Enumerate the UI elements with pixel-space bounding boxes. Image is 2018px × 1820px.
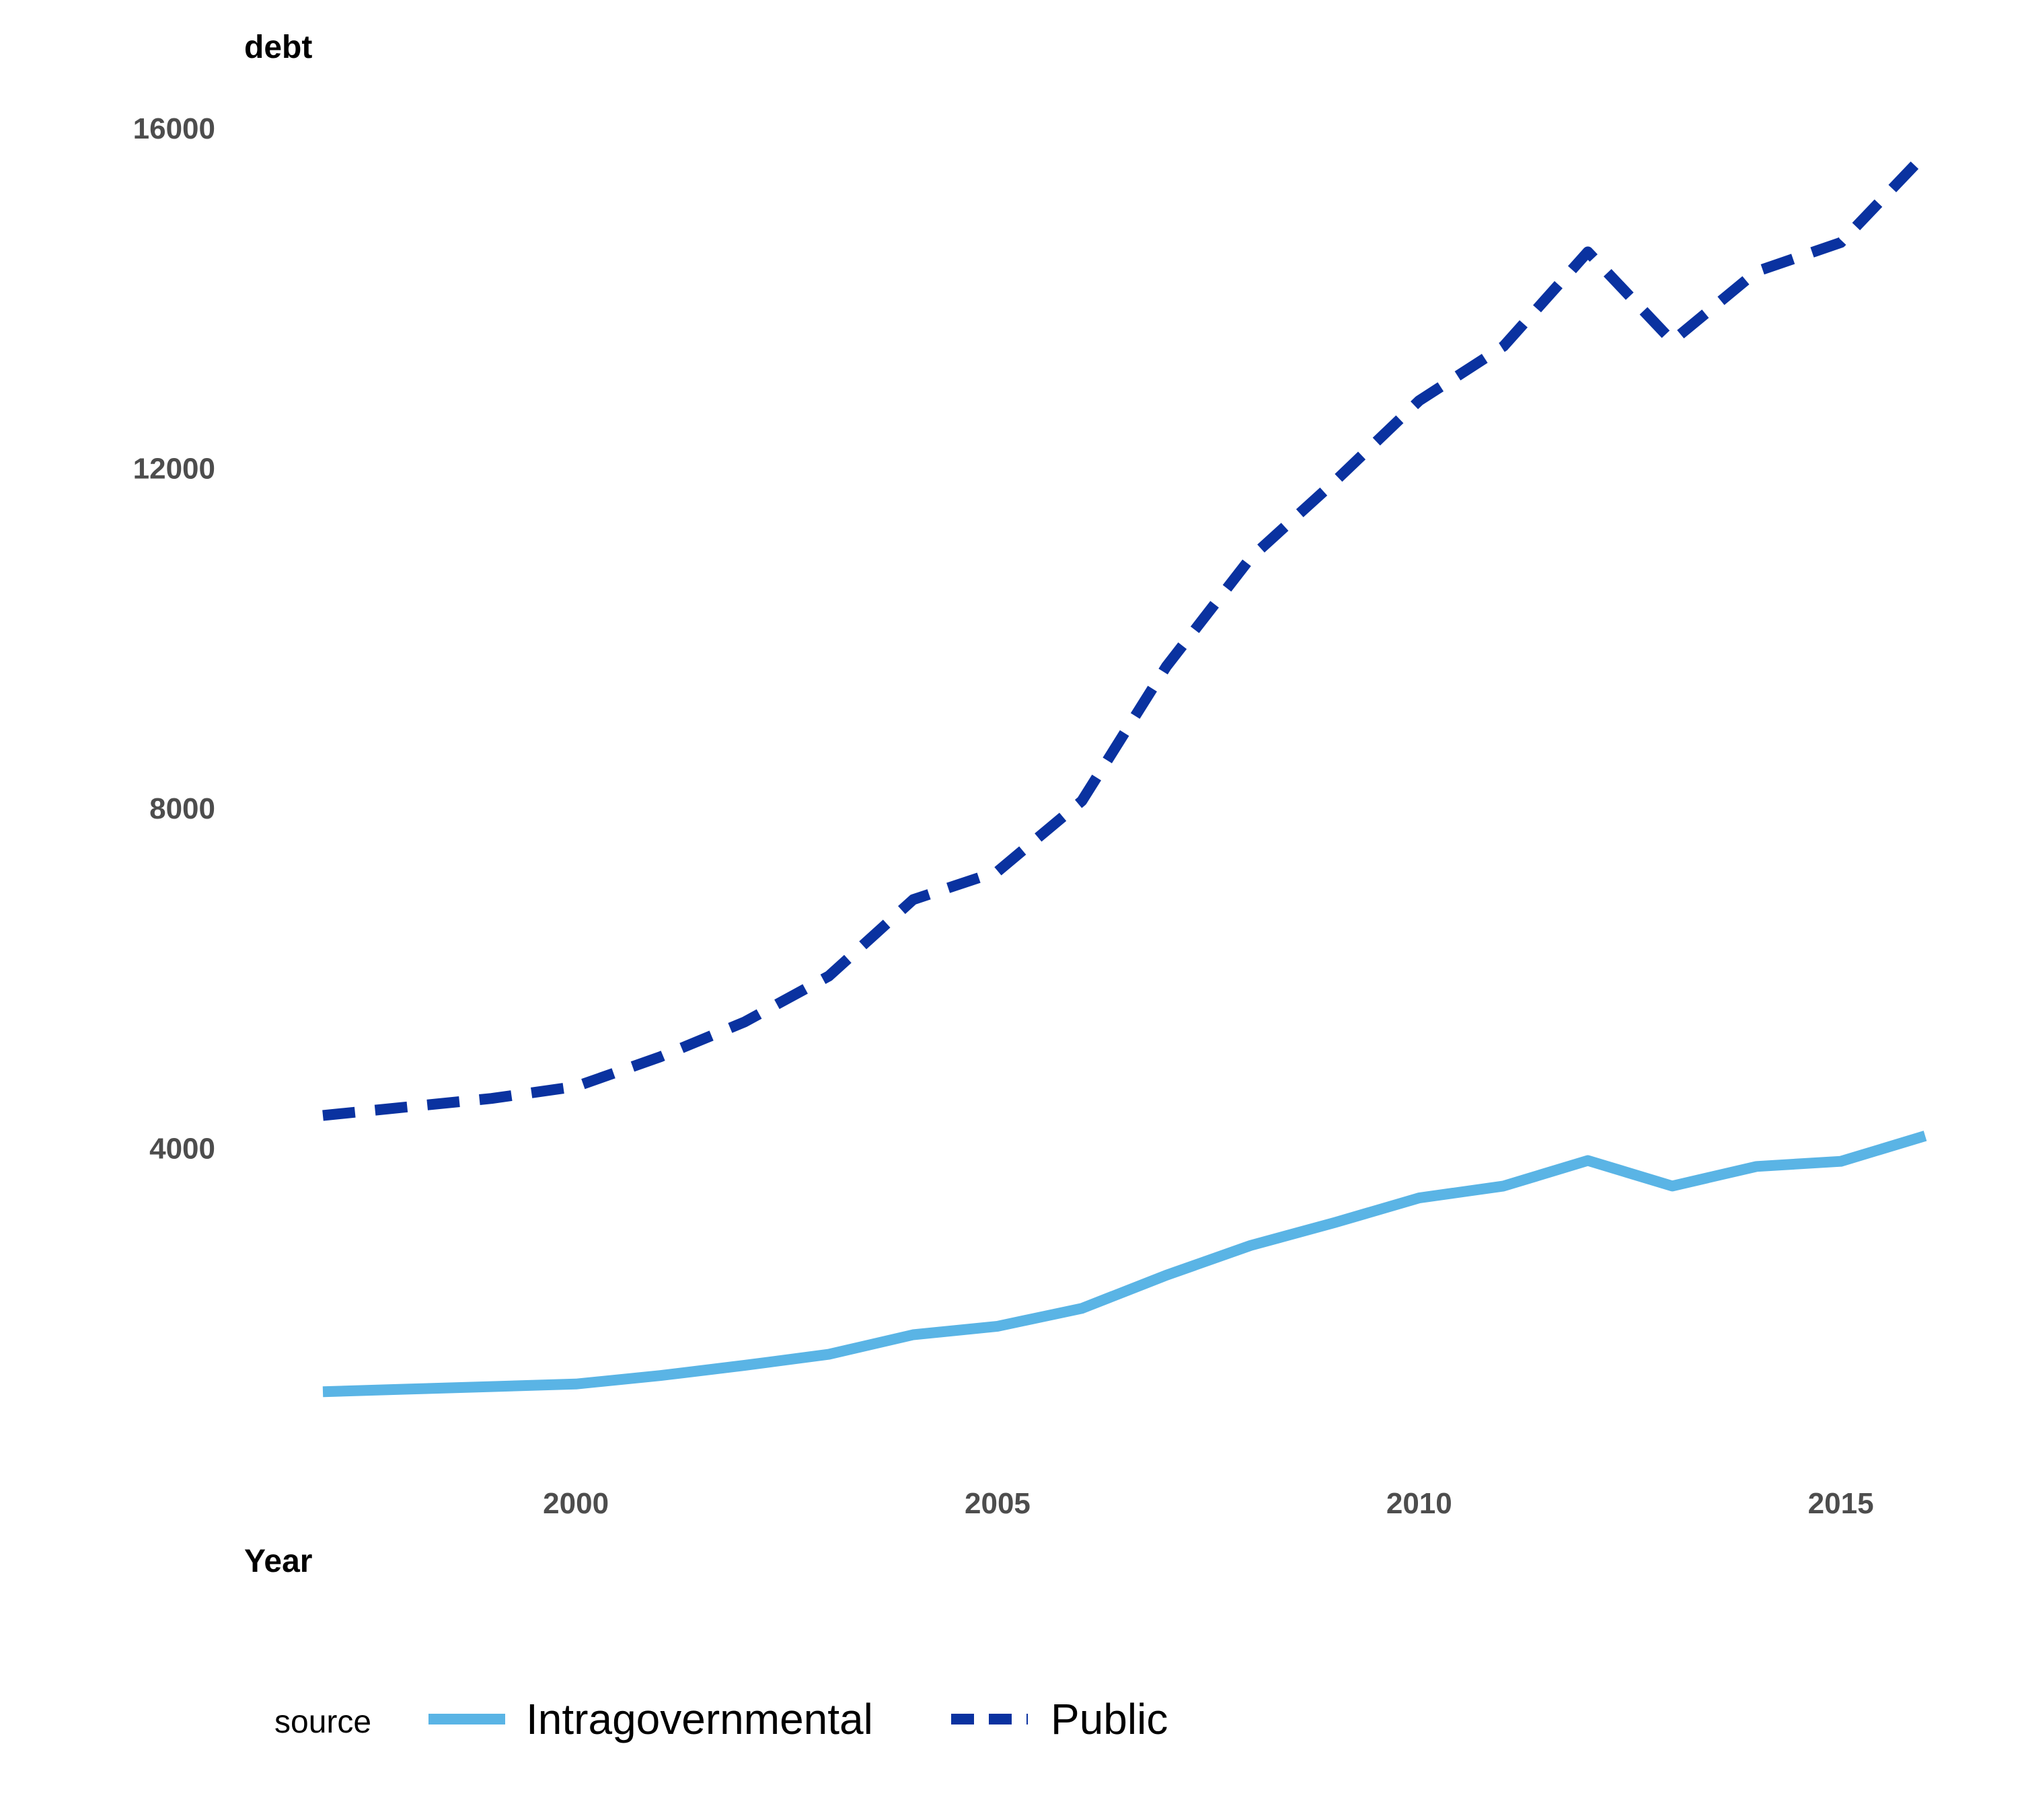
y-tick-label: 4000 bbox=[149, 1133, 215, 1166]
legend: source Intragovernmental Public bbox=[274, 1695, 1168, 1743]
x-tick-label: 2000 bbox=[543, 1487, 609, 1520]
x-tick-label: 2015 bbox=[1808, 1487, 1874, 1520]
series-lines bbox=[322, 150, 1929, 1398]
series-line-public bbox=[322, 150, 1929, 1121]
x-tick-label: 2010 bbox=[1386, 1487, 1452, 1520]
x-axis-tick-labels: 2000 2005 2010 2015 bbox=[543, 1487, 1873, 1520]
x-tick-label: 2005 bbox=[965, 1487, 1031, 1520]
y-axis-tick-labels: 4000 8000 12000 16000 bbox=[133, 112, 215, 1166]
legend-title: source bbox=[274, 1704, 371, 1740]
series-line-intragovernmental bbox=[322, 1131, 1927, 1398]
y-tick-label: 8000 bbox=[149, 792, 215, 825]
legend-label-public: Public bbox=[1051, 1695, 1168, 1743]
y-tick-label: 16000 bbox=[133, 112, 215, 145]
x-axis-title: Year bbox=[244, 1544, 312, 1579]
legend-entries: Intragovernmental Public bbox=[428, 1695, 1168, 1743]
y-axis-title: debt bbox=[244, 30, 312, 65]
legend-label-intragovernmental: Intragovernmental bbox=[526, 1695, 873, 1743]
y-tick-label: 12000 bbox=[133, 453, 215, 486]
